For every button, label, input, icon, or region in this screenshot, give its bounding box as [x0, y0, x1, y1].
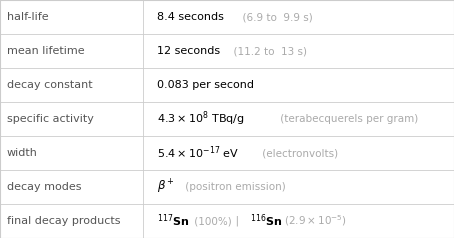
- Text: (electronvolts): (electronvolts): [259, 148, 338, 158]
- Text: $^{117}$Sn: $^{117}$Sn: [157, 213, 189, 229]
- Text: $^{116}$Sn: $^{116}$Sn: [250, 213, 282, 229]
- Bar: [0, 170, 454, 204]
- Text: |: |: [229, 216, 239, 226]
- Text: (terabecquerels per gram): (terabecquerels per gram): [277, 114, 418, 124]
- Bar: [0, 204, 454, 238]
- Bar: [0, 34, 454, 68]
- Bar: [0, 102, 454, 136]
- Text: decay constant: decay constant: [7, 80, 93, 90]
- Text: final decay products: final decay products: [7, 216, 120, 226]
- Text: decay modes: decay modes: [7, 182, 81, 192]
- Text: $4.3\times10^{8}$ TBq/g: $4.3\times10^{8}$ TBq/g: [157, 110, 244, 128]
- Text: mean lifetime: mean lifetime: [7, 46, 84, 56]
- Text: (6.9 to  9.9 s): (6.9 to 9.9 s): [236, 12, 313, 22]
- Text: 12 seconds: 12 seconds: [157, 46, 220, 56]
- Text: $\beta^+$: $\beta^+$: [157, 178, 175, 196]
- Bar: [0, 0, 454, 34]
- Text: $(2.9\times10^{-5})$: $(2.9\times10^{-5})$: [281, 213, 347, 228]
- Text: specific activity: specific activity: [7, 114, 94, 124]
- Text: (positron emission): (positron emission): [182, 182, 286, 192]
- Text: (11.2 to  13 s): (11.2 to 13 s): [227, 46, 307, 56]
- Text: width: width: [7, 148, 38, 158]
- Bar: [0, 136, 454, 170]
- Text: (100%): (100%): [191, 216, 232, 226]
- Text: 0.083 per second: 0.083 per second: [157, 80, 254, 90]
- Text: $5.4\times10^{-17}$ eV: $5.4\times10^{-17}$ eV: [157, 145, 239, 161]
- Bar: [0, 68, 454, 102]
- Text: 8.4 seconds: 8.4 seconds: [157, 12, 223, 22]
- Text: half-life: half-life: [7, 12, 49, 22]
